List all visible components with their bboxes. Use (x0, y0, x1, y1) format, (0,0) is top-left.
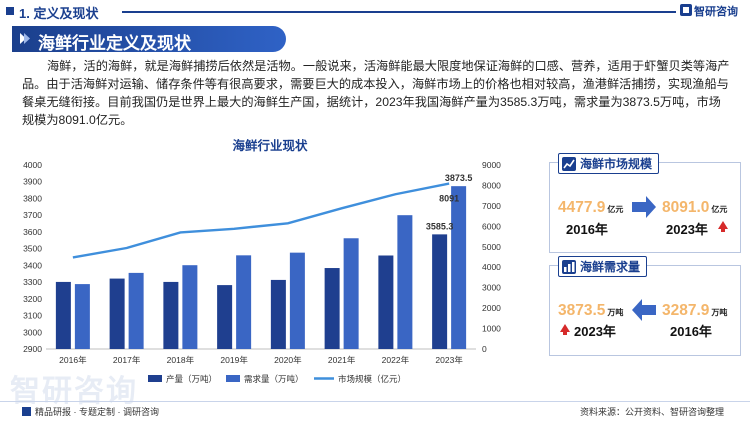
bar-demand (397, 215, 413, 349)
footer: 精品研报 · 专题定制 · 调研咨询 资料来源：公开资料、智研咨询整理 (0, 401, 750, 421)
growth-chart-icon (562, 156, 576, 171)
demand-panel-header: 海鲜需求量 (558, 256, 648, 277)
brand-logo: 智研咨询 (680, 2, 744, 18)
x-tick-label: 2019年 (220, 355, 248, 365)
combo-chart: 2900 3000 3100 3200 3300 3400 3500 3600 3700 3800… (23, 160, 501, 384)
y-left-tick-label: 3900 (23, 177, 42, 187)
market-size-2023-value: 8091.0 亿元 (662, 199, 728, 216)
up-arrow-icon (560, 324, 570, 335)
line-market-size (72, 182, 450, 259)
y-left-tick-label: 3200 (23, 294, 42, 304)
market-size-panel: 海鲜市场规模 4477.9 亿元 2016年 8091.0 亿元 2023年 (549, 153, 741, 253)
bar-demand (451, 186, 467, 349)
y-left-tick-label: 3800 (23, 193, 42, 203)
page-title: 海鲜行业定义及现状 (38, 34, 191, 53)
demand-2023-year: 2023年 (574, 324, 616, 339)
bar-demand (128, 272, 144, 349)
chart-title: 海鲜行业现状 (232, 139, 308, 153)
y-left-tick-label: 4000 (23, 160, 42, 170)
market-size-2023-year: 2023年 (666, 222, 708, 237)
y-right-tick-label: 9000 (482, 160, 501, 170)
bar-demand (289, 252, 305, 349)
y-right-tick-label: 4000 (482, 262, 501, 272)
top-bar: 1. 定义及现状 智研咨询 (0, 0, 750, 22)
x-tick-label: 2022年 (382, 355, 410, 365)
up-arrow-icon (718, 221, 728, 232)
y-left-tick-label: 3000 (23, 327, 42, 337)
y-left-tick-label: 3700 (23, 210, 42, 220)
data-label: 3873.5 (445, 173, 473, 183)
data-label: 8091 (439, 194, 459, 204)
y-right-tick-label: 3000 (482, 283, 501, 293)
demand-2023-value: 3873.5 万吨 (558, 302, 624, 319)
demand-2016-value: 3287.9 万吨 (662, 302, 728, 319)
x-tick-label: 2020年 (274, 355, 302, 365)
legend-swatch (148, 375, 162, 382)
legend-label: 产量（万吨） (166, 374, 217, 384)
data-label: 3585.3 (426, 221, 454, 231)
title-banner: 海鲜行业定义及现状 (12, 26, 286, 53)
header-rule (122, 11, 676, 13)
bar-production (109, 278, 125, 349)
bar-production (217, 285, 233, 349)
bar-production (163, 281, 179, 349)
footer-tagline: 精品研报 · 专题定制 · 调研咨询 (35, 407, 159, 417)
x-tick-label: 2018年 (167, 355, 195, 365)
market-size-panel-title: 海鲜市场规模 (580, 157, 653, 171)
bar-production (55, 281, 71, 349)
legend-swatch (226, 375, 240, 382)
x-tick-label: 2017年 (113, 355, 141, 365)
x-tick-label: 2023年 (435, 355, 463, 365)
intro-paragraph: 海鲜，活的海鲜，就是海鲜捕捞后依然是活物。一般说来，活海鲜能最大限度地保证海鲜的… (22, 59, 730, 127)
market-size-panel-header: 海鲜市场规模 (558, 153, 660, 174)
y-right-tick-label: 8000 (482, 180, 501, 190)
bar-chart-icon (562, 259, 576, 274)
y-left-tick-label: 3300 (23, 277, 42, 287)
bar-production (432, 234, 448, 349)
bar-demand (74, 284, 90, 349)
y-right-tick-label: 5000 (482, 242, 501, 252)
y-right-tick-label: 6000 (482, 221, 501, 231)
y-right-tick-label: 2000 (482, 303, 501, 313)
x-tick-label: 2016年 (59, 355, 87, 365)
market-size-2016-year: 2016年 (566, 222, 608, 237)
demand-panel-title: 海鲜需求量 (580, 260, 641, 274)
demand-panel: 海鲜需求量 3873.5 万吨 2023年 3287.9 万吨 2016年 (549, 256, 741, 356)
watermark: 智研咨询 (10, 375, 138, 408)
y-left-tick-label: 3500 (23, 244, 42, 254)
y-left-tick-label: 3400 (23, 260, 42, 270)
footer-rule (0, 401, 750, 402)
y-left-tick-label: 3600 (23, 227, 42, 237)
arrow-right-icon (632, 196, 656, 218)
logo-text: 智研咨询 (694, 6, 738, 18)
section-marker-icon (6, 7, 14, 15)
arrow-left-icon (632, 299, 656, 321)
chevron-right-icon (20, 33, 30, 44)
logo-icon (680, 4, 692, 16)
bar-demand (343, 238, 359, 349)
source-note: 资料来源：公开资料、智研咨询整理 (579, 407, 724, 417)
y-right-tick-label: 7000 (482, 201, 501, 211)
legend-label: 市场规模（亿元） (338, 374, 406, 384)
bar-demand (182, 265, 198, 349)
bar-production (378, 255, 394, 349)
section-title: 1. 定义及现状 (19, 6, 99, 21)
legend-label: 需求量（万吨） (244, 374, 304, 384)
bar-production (270, 279, 286, 349)
y-left-tick-label: 2900 (23, 344, 42, 354)
y-right-tick-label: 0 (482, 344, 487, 354)
x-tick-label: 2021年 (328, 355, 356, 365)
y-right-tick-label: 1000 (482, 324, 501, 334)
demand-2016-year: 2016年 (670, 324, 712, 339)
bar-demand (236, 255, 252, 349)
footer-marker-icon (22, 407, 31, 416)
y-left-tick-label: 3100 (23, 311, 42, 321)
market-size-2016-value: 4477.9 亿元 (558, 199, 624, 216)
bar-production (324, 268, 340, 349)
